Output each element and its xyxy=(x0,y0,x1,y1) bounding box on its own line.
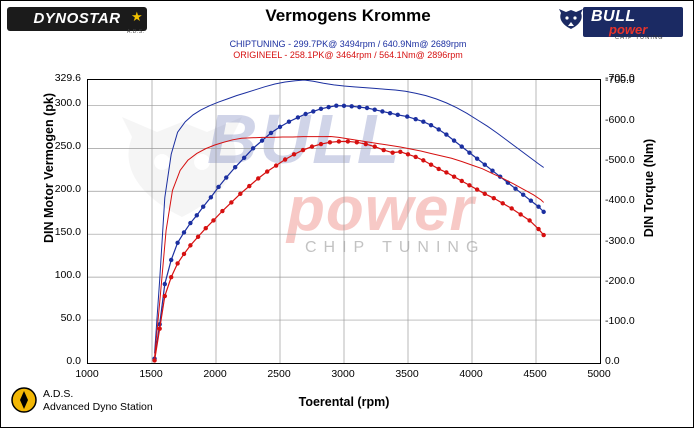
dynostar-logo: DYNOSTAR ★ A.D.S. xyxy=(7,7,167,37)
y-axis-right-label: DIN Torque (Nm) xyxy=(642,138,656,238)
x-axis-label: Toerental (rpm) xyxy=(298,395,390,409)
x-axis-tick: 4500 xyxy=(523,368,547,380)
y-axis-right-tick: -400.0 xyxy=(605,194,635,207)
y-axis-right-tick: -705.0 xyxy=(605,72,635,84)
plot-area xyxy=(87,79,601,364)
x-axis-tick: 2500 xyxy=(267,368,291,380)
chart-legend: CHIPTUNING - 299.7PK@ 3494rpm / 640.9Nm@… xyxy=(1,39,694,61)
y-axis-right-tick: -300.0 xyxy=(605,234,635,247)
page-title: Vermogens Kromme xyxy=(265,6,431,25)
y-axis-right-tick: -600.0 xyxy=(605,114,635,127)
x-axis-tick: 1500 xyxy=(139,368,163,380)
legend-item-chiptuning: CHIPTUNING - 299.7PK@ 3494rpm / 640.9Nm@… xyxy=(229,39,467,49)
dynostar-sub-label: A.D.S. xyxy=(127,29,145,35)
y-axis-left-tick: 329.6 xyxy=(54,72,81,84)
footer: A.D.S. Advanced Dyno Station xyxy=(11,387,411,421)
footer-line1: A.D.S. xyxy=(43,388,74,400)
bullpower-line1: BULL xyxy=(591,8,636,25)
y-axis-left-tick: 300.0 xyxy=(54,97,81,110)
y-axis-left-tick: 150.0 xyxy=(54,226,81,239)
x-axis-tick: 4000 xyxy=(459,368,483,380)
y-axis-left-tick: 100.0 xyxy=(54,269,81,282)
y-axis-left-label: DIN Motor Vermogen (pk) xyxy=(42,93,56,244)
y-axis-left-tick: 50.0 xyxy=(60,312,81,325)
bullpower-line2: power xyxy=(609,22,648,37)
star-icon: ★ xyxy=(131,9,143,24)
legend-item-origineel: ORIGINEEL - 258.1PK@ 3464rpm / 564.1Nm@ … xyxy=(233,50,463,60)
ads-logo-icon xyxy=(11,387,37,413)
y-axis-left-tick: 250.0 xyxy=(54,140,81,153)
x-axis-tick: 3000 xyxy=(331,368,355,380)
dynostar-wordmark: DYNOSTAR xyxy=(7,7,147,31)
x-axis-tick: 5000 xyxy=(587,368,611,380)
y-axis-left-tick: 200.0 xyxy=(54,183,81,196)
bullpower-logo: BULL power CHIP TUNING xyxy=(557,5,685,45)
x-axis-tick: 3500 xyxy=(395,368,419,380)
x-axis-tick: 1000 xyxy=(75,368,99,380)
y-axis-right-tick: -200.0 xyxy=(605,274,635,287)
y-axis-right-tick: -500.0 xyxy=(605,154,635,167)
x-axis-tick: 2000 xyxy=(203,368,227,380)
bullpower-plate xyxy=(583,7,683,37)
plot-svg xyxy=(88,80,600,363)
y-axis-left-tick: 0.0 xyxy=(66,355,81,367)
bull-head-icon xyxy=(559,9,583,29)
bullpower-line3: CHIP TUNING xyxy=(615,35,664,41)
y-axis-right-tick: 0.0 xyxy=(605,355,620,367)
footer-line2: Advanced Dyno Station xyxy=(43,401,153,413)
y-axis-right-tick: -700.0 xyxy=(605,74,635,86)
y-axis-right-tick: -100.0 xyxy=(605,314,635,327)
